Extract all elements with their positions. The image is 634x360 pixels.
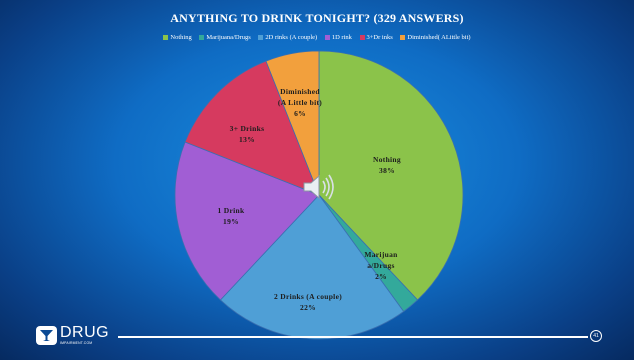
pie-slice-2	[219, 194, 405, 340]
legend-label: 2D rinks (A couple)	[265, 34, 318, 41]
legend-swatch	[258, 35, 264, 41]
pie-slice-3	[174, 141, 320, 301]
legend-item-nothing: Nothing	[163, 34, 192, 41]
legend-label: 1D rink	[331, 34, 352, 41]
logo-wordmark: DRUG	[60, 324, 110, 341]
slice-label-nothing: Nothing 38%	[373, 155, 401, 175]
legend-label: Marijuana/Drugs	[206, 34, 251, 41]
legend-swatch	[359, 35, 365, 41]
chart-legend: Nothing Marijuana/Drugs 2D rinks (A coup…	[0, 34, 634, 41]
slice-label-diminished: Diminished (A Little bit) 6%	[277, 87, 323, 118]
legend-swatch	[199, 35, 205, 41]
speaker-icon[interactable]	[302, 172, 338, 202]
legend-item-1-drink: 1D rink	[324, 34, 352, 41]
legend-label: 3+Dr inks	[366, 34, 393, 41]
legend-item-3-plus-drinks: 3+Dr inks	[359, 34, 393, 41]
legend-label: Nothing	[170, 34, 192, 41]
legend-swatch	[324, 35, 330, 41]
legend-item-2-drinks: 2D rinks (A couple)	[258, 34, 317, 41]
chart-title: ANYTHING TO DRINK TONIGHT? (329 ANSWERS)	[170, 11, 464, 25]
logo-icon	[36, 325, 57, 345]
pie-slice-0	[318, 50, 464, 301]
legend-swatch	[163, 35, 169, 41]
legend-label: Diminished( ALittle bit)	[407, 34, 471, 41]
drug-impairment-logo: DRUG IMPAIRMENT.COM	[36, 325, 109, 345]
slice-label-3-plus-drinks: 3+ Drinks 13%	[229, 124, 265, 144]
footer-divider	[118, 336, 588, 338]
slice-label-marijuana: Marijuan a/Drugs 2%	[364, 250, 398, 281]
pie-slice-4	[184, 60, 320, 196]
legend-swatch	[400, 35, 406, 41]
logo-subtext: IMPAIRMENT.COM	[60, 341, 93, 345]
slice-label-2-drinks: 2 Drinks (A couple) 22%	[274, 292, 342, 312]
slice-label-1-drink: 1 Drink 19%	[217, 206, 245, 226]
pie-slice-5	[265, 50, 320, 196]
page-number: 41	[590, 330, 602, 342]
legend-item-marijuana: Marijuana/Drugs	[199, 34, 251, 41]
legend-item-diminished: Diminished( ALittle bit)	[400, 34, 471, 41]
